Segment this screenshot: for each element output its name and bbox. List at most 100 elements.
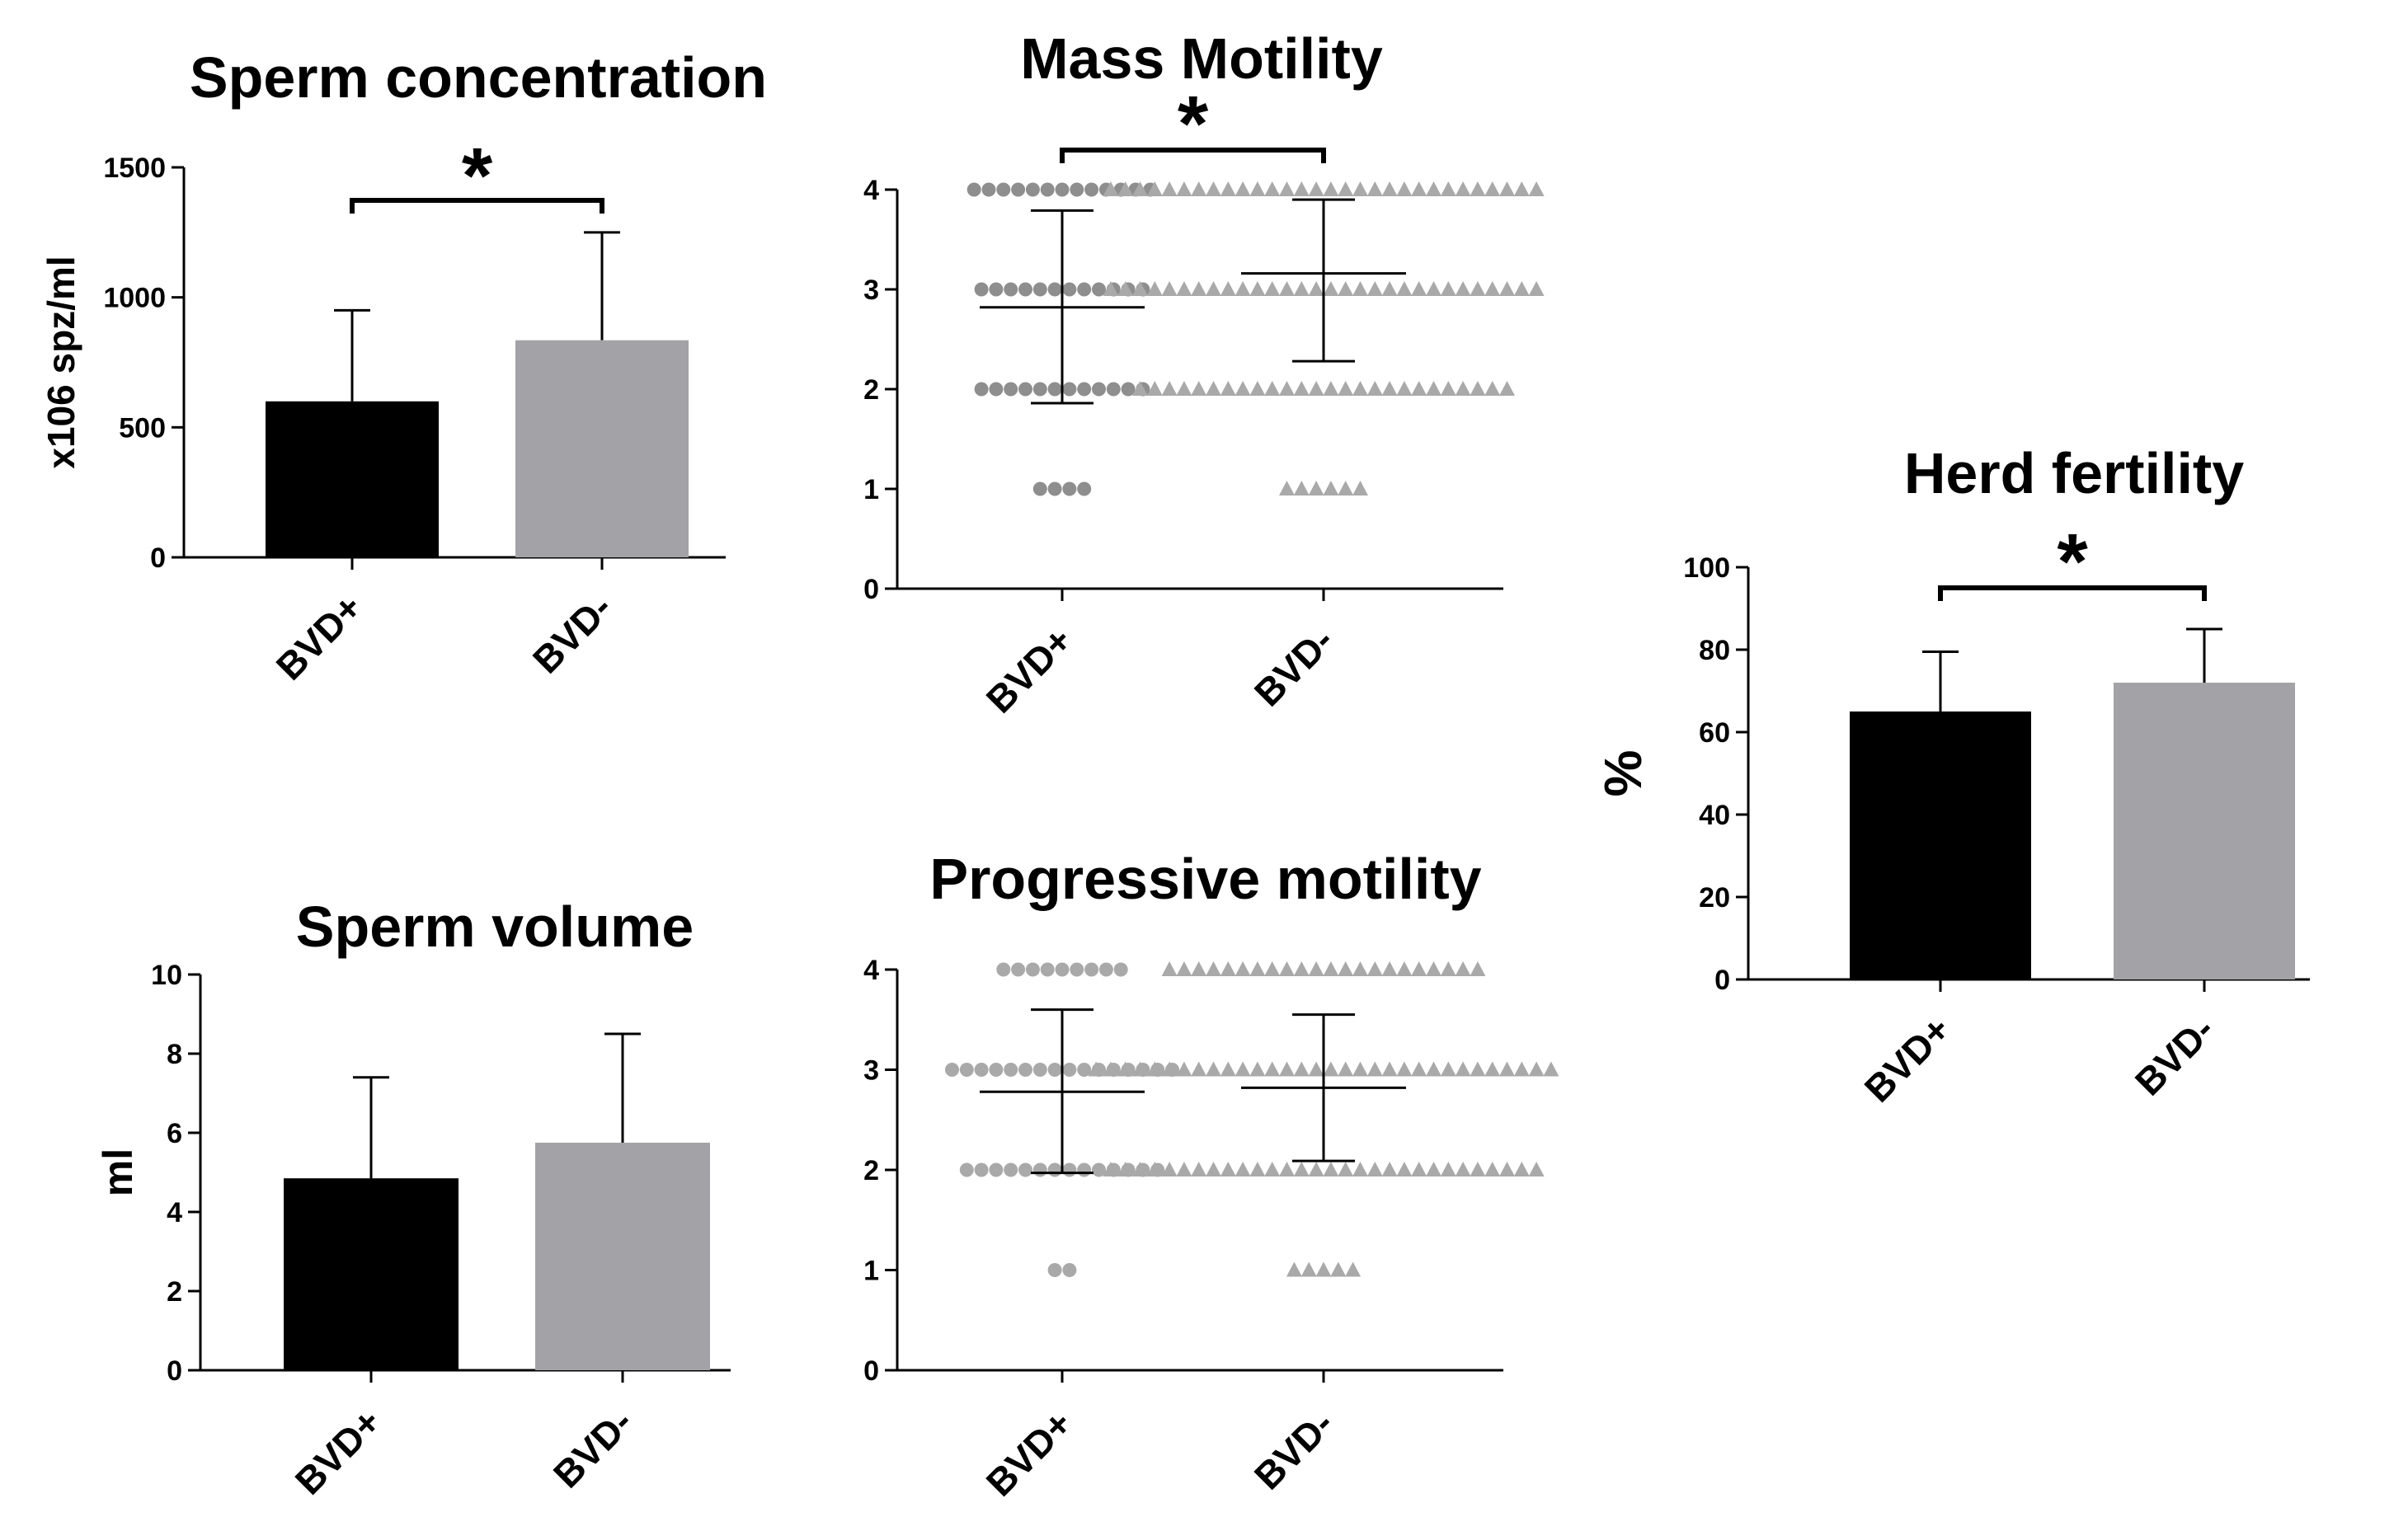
data-point xyxy=(1286,1261,1302,1277)
data-point xyxy=(1106,382,1121,397)
data-point xyxy=(1249,1162,1266,1176)
data-point xyxy=(1146,381,1163,396)
y-tick-label: 0 xyxy=(150,542,166,574)
data-point xyxy=(1308,1162,1324,1176)
significance-bracket xyxy=(1938,585,2207,601)
sperm-concentration-panel: 0 500 1000 1500 BVD+ BVD- Sperm concentration x… xyxy=(40,45,767,688)
data-point xyxy=(996,182,1011,197)
data-point xyxy=(1426,381,1442,396)
data-point xyxy=(1084,962,1099,977)
data-point xyxy=(1264,281,1281,296)
data-point xyxy=(974,1162,989,1177)
data-point xyxy=(1352,481,1368,495)
data-point xyxy=(1323,961,1339,976)
data-point xyxy=(1308,961,1324,976)
data-point xyxy=(1047,481,1062,496)
x-tick-label: BVD+ xyxy=(1856,1007,1959,1110)
data-point xyxy=(1513,1162,1530,1176)
data-point xyxy=(1411,281,1427,296)
data-point xyxy=(1132,181,1148,196)
data-point xyxy=(1338,381,1354,396)
data-point xyxy=(1470,281,1486,296)
data-point xyxy=(1352,181,1368,196)
data-point xyxy=(1440,381,1456,396)
data-point xyxy=(1235,1162,1251,1176)
data-point xyxy=(1293,481,1310,495)
data-point xyxy=(1146,281,1163,296)
data-point xyxy=(1176,381,1192,396)
data-point xyxy=(1455,181,1471,196)
data-point xyxy=(1191,1162,1207,1176)
data-point xyxy=(1206,281,1221,296)
x-tick-label: BVD+ xyxy=(978,618,1080,721)
data-point xyxy=(1484,1061,1501,1077)
data-point xyxy=(1004,382,1018,397)
data-point xyxy=(1161,1162,1178,1176)
data-point xyxy=(1047,1063,1062,1077)
data-point xyxy=(1470,181,1486,196)
data-point xyxy=(1176,1061,1192,1077)
data-point xyxy=(1366,1162,1383,1176)
x-tick-label: BVD- xyxy=(2127,1007,2222,1103)
data-point xyxy=(1366,181,1383,196)
data-point xyxy=(1396,1162,1413,1176)
chart-title: Herd fertility xyxy=(1904,441,2244,505)
y-tick-label: 6 xyxy=(167,1118,182,1149)
data-point xyxy=(1484,381,1501,396)
data-point xyxy=(1011,182,1026,197)
data-point xyxy=(1293,961,1310,976)
data-point xyxy=(1455,281,1471,296)
data-point xyxy=(1055,962,1070,977)
data-point xyxy=(1132,281,1148,296)
data-point xyxy=(1411,961,1427,976)
data-point xyxy=(1191,961,1207,976)
data-point xyxy=(1146,181,1163,196)
data-point xyxy=(989,1063,1004,1077)
data-point xyxy=(1098,962,1113,977)
data-point xyxy=(1047,282,1062,297)
data-point xyxy=(1191,181,1207,196)
data-point xyxy=(1381,281,1398,296)
x-tick-label: BVD+ xyxy=(268,585,370,688)
data-point xyxy=(1235,1061,1251,1077)
data-point xyxy=(1411,381,1427,396)
data-point xyxy=(1077,481,1092,496)
data-point xyxy=(1176,1162,1192,1176)
data-point xyxy=(1264,1162,1281,1176)
data-point xyxy=(1528,281,1545,296)
data-point xyxy=(1117,1162,1134,1176)
herd-fertility-panel: 0 20 40 60 80 100 BVD+ BVD- Herd fertility% * xyxy=(1593,441,2310,1111)
data-point xyxy=(1249,1061,1266,1077)
data-point xyxy=(1264,381,1281,396)
data-point xyxy=(1018,1162,1032,1177)
data-point xyxy=(974,1063,989,1077)
mass-motility-panel: 0 1 2 3 4 BVD+ BVD- Mass Motility* xyxy=(863,26,1545,721)
significance-bracket xyxy=(350,198,604,214)
data-point xyxy=(1040,962,1055,977)
data-point xyxy=(1062,382,1077,397)
data-point xyxy=(1047,1162,1062,1177)
data-point xyxy=(1092,382,1106,397)
data-point xyxy=(1264,1061,1281,1077)
data-point xyxy=(1352,1162,1368,1176)
data-point xyxy=(1004,282,1018,297)
data-point xyxy=(1132,381,1148,396)
data-point xyxy=(1293,181,1310,196)
data-point xyxy=(1279,281,1295,296)
data-point xyxy=(989,382,1004,397)
data-point xyxy=(1103,281,1119,296)
data-point xyxy=(1220,1162,1236,1176)
data-point xyxy=(1235,961,1251,976)
data-point xyxy=(1249,281,1266,296)
data-point xyxy=(1032,382,1047,397)
data-point xyxy=(1220,181,1236,196)
significance-star: * xyxy=(2057,518,2088,606)
x-tick-label: BVD- xyxy=(524,585,620,681)
data-point xyxy=(1300,1261,1317,1277)
data-point xyxy=(1117,281,1134,296)
bar-BVD- xyxy=(535,1143,710,1370)
y-tick-label: 500 xyxy=(119,412,166,444)
chart-title: Sperm concentration xyxy=(190,45,767,110)
data-point xyxy=(1293,281,1310,296)
data-point xyxy=(1513,181,1530,196)
